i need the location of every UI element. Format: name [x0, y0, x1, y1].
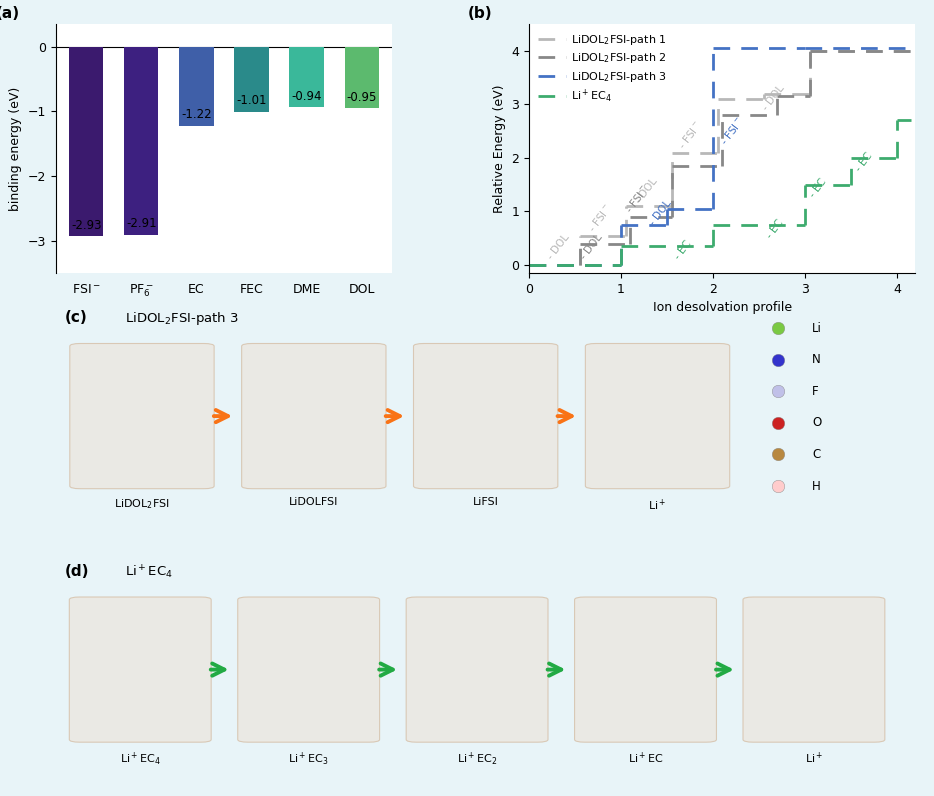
Text: - FSI$^-$: - FSI$^-$ [676, 119, 705, 151]
Text: F: F [813, 384, 819, 398]
Text: LiDOLFSI: LiDOLFSI [290, 498, 338, 507]
Legend: LiDOL$_2$FSI-path 1, LiDOL$_2$FSI-path 2, LiDOL$_2$FSI-path 3, Li$^+$EC$_4$: LiDOL$_2$FSI-path 1, LiDOL$_2$FSI-path 2… [534, 29, 671, 108]
Text: Li$^+$: Li$^+$ [648, 498, 667, 513]
FancyBboxPatch shape [69, 597, 211, 742]
Li$^+$EC$_4$ [616, 260, 627, 270]
Y-axis label: binding energy (eV): binding energy (eV) [9, 86, 22, 211]
Text: O: O [813, 416, 822, 429]
Text: Li$^+$EC$_4$: Li$^+$EC$_4$ [120, 751, 161, 768]
Text: -2.93: -2.93 [71, 219, 102, 232]
Text: -2.91: -2.91 [126, 217, 157, 230]
Text: Li$^+$EC$_2$: Li$^+$EC$_2$ [457, 751, 497, 768]
LiDOL$_2$FSI-path 2 [523, 260, 534, 270]
X-axis label: Ion desolvation profile: Ion desolvation profile [653, 302, 792, 314]
Text: - FSI$^-$: - FSI$^-$ [586, 201, 615, 234]
Text: LiFSI: LiFSI [473, 498, 499, 507]
Text: N: N [813, 353, 821, 366]
Text: -1.22: -1.22 [181, 108, 212, 121]
FancyBboxPatch shape [586, 344, 729, 489]
Text: - EC: - EC [765, 217, 785, 240]
Text: - DOL: - DOL [546, 232, 572, 261]
Text: LiDOL$_2$FSI: LiDOL$_2$FSI [114, 498, 170, 511]
Bar [124, 46, 159, 235]
Text: (a): (a) [0, 6, 20, 21]
Text: - FSI$^-$: - FSI$^-$ [623, 183, 651, 215]
LiDOL$_2$FSI-path 3 [523, 260, 534, 270]
Text: Li$^+$: Li$^+$ [805, 751, 823, 766]
Text: H: H [813, 479, 821, 493]
Text: C: C [813, 448, 820, 461]
Text: LiDOL$_2$FSI-path 3: LiDOL$_2$FSI-path 3 [125, 310, 239, 327]
Text: - DOL: - DOL [578, 232, 604, 261]
Text: Li$^+$EC$_4$: Li$^+$EC$_4$ [125, 564, 173, 581]
Text: - DOL: - DOL [633, 176, 659, 205]
FancyBboxPatch shape [743, 597, 884, 742]
FancyBboxPatch shape [414, 344, 558, 489]
Text: - DOL: - DOL [648, 198, 673, 228]
Text: Li$^+$EC: Li$^+$EC [628, 751, 663, 766]
Text: (c): (c) [64, 310, 88, 325]
Text: - EC: - EC [672, 239, 694, 261]
Text: - DOL: - DOL [760, 84, 786, 112]
Text: (b): (b) [467, 6, 492, 21]
Bar [290, 46, 323, 107]
Text: -0.95: -0.95 [347, 91, 376, 103]
FancyBboxPatch shape [574, 597, 716, 742]
Text: - EC: - EC [808, 177, 828, 200]
Bar [179, 46, 214, 126]
FancyBboxPatch shape [242, 344, 386, 489]
Text: -1.01: -1.01 [236, 95, 267, 107]
Text: Li$^+$EC$_3$: Li$^+$EC$_3$ [289, 751, 329, 768]
Y-axis label: Relative Energy (eV): Relative Energy (eV) [493, 84, 506, 213]
Text: - FSI$^-$: - FSI$^-$ [717, 115, 746, 147]
FancyBboxPatch shape [70, 344, 214, 489]
FancyBboxPatch shape [406, 597, 548, 742]
Text: -0.94: -0.94 [291, 90, 322, 103]
Text: Li: Li [813, 322, 822, 334]
LiDOL$_2$FSI-path 3 [616, 260, 627, 270]
Li$^+$EC$_4$ [523, 260, 534, 270]
LiDOL$_2$FSI-path 1 [523, 260, 534, 270]
LiDOL$_2$FSI-path 2 [574, 260, 586, 270]
Bar [234, 46, 269, 112]
LiDOL$_2$FSI-path 1 [574, 260, 586, 270]
Bar [69, 46, 104, 236]
Bar [345, 46, 378, 108]
FancyBboxPatch shape [238, 597, 379, 742]
Text: (d): (d) [64, 564, 89, 579]
Text: - EC: - EC [854, 150, 875, 173]
